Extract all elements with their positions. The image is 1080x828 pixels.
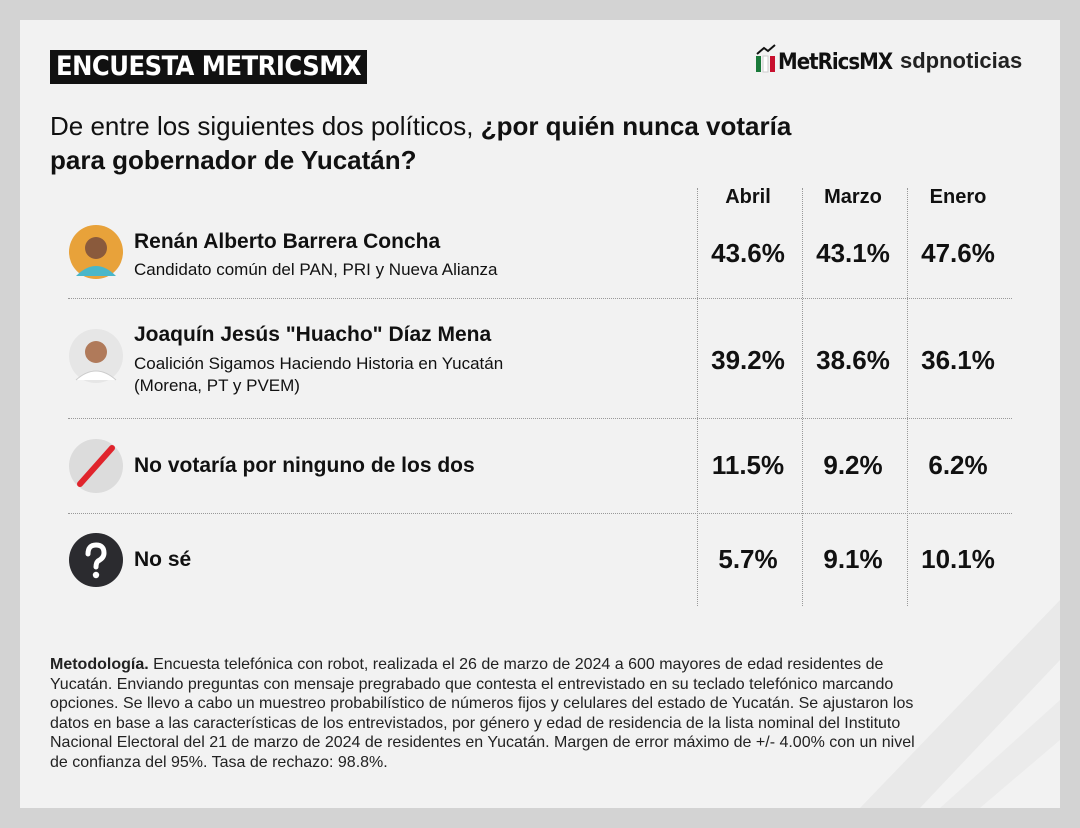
question: De entre los siguientes dos políticos, ¿… xyxy=(50,110,791,142)
avatar xyxy=(69,225,123,279)
methodology-text: Yucatán. Enviando preguntas con mensaje … xyxy=(50,676,894,693)
decoration xyxy=(860,600,1060,808)
row-divider xyxy=(68,513,1012,514)
icon-none xyxy=(69,439,123,493)
row-subtitle: (Morena, PT y PVEM) xyxy=(134,376,300,395)
question-bold: ¿por quién nunca votaría xyxy=(480,111,792,141)
cell-value: 6.2% xyxy=(928,450,988,480)
question-bold: para gobernador de Yucatán? xyxy=(50,145,417,175)
avatar xyxy=(69,329,123,383)
row-name: Joaquín Jesús "Huacho" Díaz Mena xyxy=(134,323,492,346)
methodology-label: Metodología. xyxy=(50,656,149,673)
cell-value: 38.6% xyxy=(816,345,890,375)
row-divider xyxy=(68,298,1012,299)
cell-value: 47.6% xyxy=(921,238,995,268)
cell-value: 9.2% xyxy=(823,450,883,480)
column-divider xyxy=(907,188,908,606)
row-name: Renán Alberto Barrera Concha xyxy=(134,230,441,253)
column-divider xyxy=(697,188,698,606)
methodology-text: opciones. Se llevo a cabo un muestreo pr… xyxy=(50,695,914,712)
row-divider xyxy=(68,418,1012,419)
row-name: No votaría por ninguno de los dos xyxy=(134,454,475,477)
icon-unknown xyxy=(69,533,123,587)
row-subtitle: Candidato común del PAN, PRI y Nueva Ali… xyxy=(134,260,498,279)
cell-value: 11.5% xyxy=(711,450,785,480)
column-header: Marzo xyxy=(824,186,882,208)
cell-value: 10.1% xyxy=(921,544,995,574)
cell-value: 9.1% xyxy=(823,544,883,574)
column-divider xyxy=(802,188,803,606)
methodology-text: Encuesta telefónica con robot, realizada… xyxy=(148,656,884,673)
methodology-text: datos en base a las características de l… xyxy=(50,715,901,732)
row-subtitle: Coalición Sigamos Haciendo Historia en Y… xyxy=(134,354,504,373)
question-text: De entre los siguientes dos políticos, xyxy=(50,111,481,141)
logo-sdpnoticias: sdpnoticias xyxy=(900,48,1023,73)
cell-value: 39.2% xyxy=(711,345,785,375)
header-title: ENCUESTA METRICSMX xyxy=(50,50,368,84)
methodology-text: Nacional Electoral del 21 de marzo de 20… xyxy=(50,734,915,751)
card: ENCUESTA METRICSMX MetRicsMX sdpnoticias… xyxy=(20,20,1060,808)
cell-value: 43.6% xyxy=(711,238,785,268)
column-header: Enero xyxy=(929,186,987,208)
cell-value: 5.7% xyxy=(718,544,778,574)
methodology-text: de confianza del 95%. Tasa de rechazo: 9… xyxy=(50,754,388,771)
cell-value: 36.1% xyxy=(921,345,995,375)
column-header: Abril xyxy=(725,186,771,208)
logo-metricsmx: MetRicsMX xyxy=(778,50,893,75)
methodology: Metodología. Encuesta telefónica con rob… xyxy=(50,655,883,675)
logo-icon xyxy=(756,44,776,73)
row-name: No sé xyxy=(134,548,192,571)
cell-value: 43.1% xyxy=(816,238,890,268)
